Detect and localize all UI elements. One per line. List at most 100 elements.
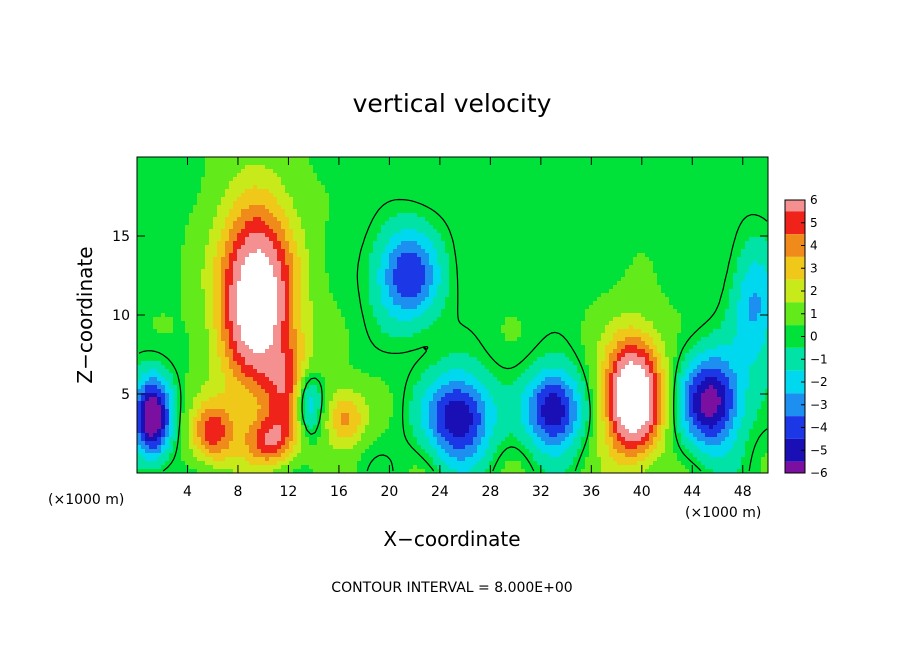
field-cell — [585, 269, 590, 274]
field-cell — [181, 161, 186, 166]
field-cell — [149, 229, 154, 234]
field-cell — [665, 157, 670, 162]
field-cell — [761, 161, 766, 166]
field-cell — [297, 281, 302, 286]
field-cell — [185, 229, 190, 234]
field-cell — [569, 157, 574, 162]
field-cell — [661, 225, 666, 230]
field-cell — [337, 257, 342, 262]
field-cell — [737, 173, 742, 178]
field-cell — [377, 277, 382, 282]
field-cell — [517, 173, 522, 178]
field-cell — [693, 165, 698, 170]
field-cell — [205, 253, 210, 258]
field-cell — [157, 213, 162, 218]
field-cell — [241, 177, 246, 182]
field-cell — [473, 157, 478, 162]
field-cell — [521, 161, 526, 166]
field-cell — [149, 185, 154, 190]
field-cell — [229, 169, 234, 174]
field-cell — [245, 229, 250, 234]
field-cell — [621, 217, 626, 222]
field-cell — [569, 265, 574, 270]
field-cell — [661, 213, 666, 218]
field-cell — [389, 197, 394, 202]
field-cell — [713, 181, 718, 186]
field-cell — [457, 197, 462, 202]
field-cell — [453, 177, 458, 182]
field-cell — [253, 209, 258, 214]
field-cell — [185, 201, 190, 206]
field-cell — [213, 229, 218, 234]
field-cell — [389, 281, 394, 286]
field-cell — [625, 249, 630, 254]
field-cell — [481, 169, 486, 174]
field-cell — [341, 185, 346, 190]
field-cell — [393, 265, 398, 270]
field-cell — [633, 197, 638, 202]
field-cell — [561, 225, 566, 230]
field-cell — [337, 281, 342, 286]
field-cell — [421, 169, 426, 174]
field-cell — [749, 225, 754, 230]
field-cell — [637, 197, 642, 202]
field-cell — [229, 273, 234, 278]
field-cell — [177, 201, 182, 206]
field-cell — [221, 209, 226, 214]
field-cell — [453, 237, 458, 242]
field-cell — [625, 221, 630, 226]
field-cell — [149, 161, 154, 166]
field-cell — [513, 181, 518, 186]
field-cell — [493, 249, 498, 254]
field-cell — [329, 177, 334, 182]
field-cell — [617, 269, 622, 274]
field-cell — [213, 185, 218, 190]
field-cell — [165, 241, 170, 246]
field-cell — [477, 229, 482, 234]
field-cell — [605, 261, 610, 266]
field-cell — [349, 181, 354, 186]
field-cell — [441, 269, 446, 274]
field-cell — [485, 205, 490, 210]
field-cell — [421, 265, 426, 270]
field-cell — [645, 273, 650, 278]
field-cell — [417, 213, 422, 218]
field-cell — [529, 217, 534, 222]
field-cell — [705, 241, 710, 246]
field-cell — [445, 257, 450, 262]
field-cell — [413, 237, 418, 242]
field-cell — [277, 273, 282, 278]
field-cell — [213, 205, 218, 210]
field-cell — [625, 229, 630, 234]
field-cell — [329, 201, 334, 206]
field-cell — [485, 273, 490, 278]
field-cell — [477, 165, 482, 170]
field-cell — [337, 237, 342, 242]
field-cell — [601, 237, 606, 242]
field-cell — [497, 261, 502, 266]
field-cell — [473, 269, 478, 274]
field-cell — [561, 233, 566, 238]
field-cell — [633, 161, 638, 166]
field-cell — [641, 253, 646, 258]
field-cell — [309, 253, 314, 258]
field-cell — [737, 169, 742, 174]
field-cell — [473, 253, 478, 258]
field-cell — [621, 253, 626, 258]
field-cell — [693, 185, 698, 190]
field-cell — [705, 165, 710, 170]
field-cell — [453, 173, 458, 178]
field-cell — [369, 205, 374, 210]
field-cell — [465, 233, 470, 238]
field-cell — [301, 205, 306, 210]
field-cell — [345, 281, 350, 286]
field-cell — [637, 185, 642, 190]
field-cell — [329, 181, 334, 186]
field-cell — [389, 181, 394, 186]
field-cell — [149, 205, 154, 210]
field-cell — [185, 245, 190, 250]
field-cell — [145, 181, 150, 186]
field-cell — [485, 257, 490, 262]
field-cell — [749, 261, 754, 266]
field-cell — [169, 233, 174, 238]
